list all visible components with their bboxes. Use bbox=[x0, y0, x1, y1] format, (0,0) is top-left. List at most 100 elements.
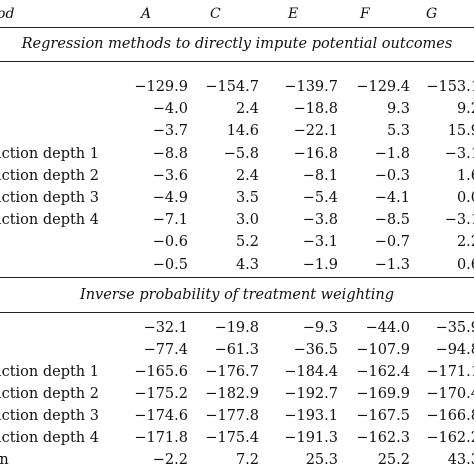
table-cell: −9.3 bbox=[302, 320, 338, 336]
table-cell: −8.5 bbox=[374, 212, 410, 229]
table-cell: −171.1 bbox=[426, 364, 474, 380]
table-cell: −129.4 bbox=[356, 79, 410, 95]
table-row: raction depth 2 −3.6 2.4 −8.1 −0.3 1.6 bbox=[0, 168, 474, 190]
table-cell: −3.1 bbox=[444, 212, 474, 229]
table-row: −3.7 14.6 −22.1 5.3 15.9 bbox=[0, 123, 474, 145]
table-cell: 5.3 bbox=[386, 123, 410, 140]
table-row: −32.1 −19.8 −9.3 −44.0 −35.9 bbox=[0, 320, 474, 342]
table-cell: −16.8 bbox=[293, 145, 338, 162]
column-header-g: G bbox=[426, 6, 438, 22]
section-rule-iptw bbox=[0, 312, 474, 313]
table-cell: −176.7 bbox=[205, 364, 259, 380]
table-row: raction depth 3 −4.9 3.5 −5.4 −4.1 0.0 bbox=[0, 190, 474, 212]
table-cell: −3.6 bbox=[152, 167, 188, 184]
table-cell: −193.1 bbox=[284, 408, 338, 424]
table-cell: −36.5 bbox=[293, 342, 338, 358]
table-cell: −22.1 bbox=[293, 123, 338, 140]
section-divider bbox=[0, 277, 474, 278]
table-cell: 15.9 bbox=[447, 123, 474, 140]
table-cell: −162.2 bbox=[426, 430, 474, 446]
table-cell: −170.4 bbox=[426, 386, 474, 402]
table-cell: −61.3 bbox=[214, 342, 259, 358]
table-cell: 7.2 bbox=[235, 452, 259, 468]
table-cell: −169.9 bbox=[356, 386, 410, 402]
column-header-c: C bbox=[210, 6, 221, 22]
table-cell: −3.8 bbox=[302, 212, 338, 229]
table-cell: −139.7 bbox=[284, 79, 338, 95]
table-cell: −107.9 bbox=[356, 342, 410, 358]
table-row: raction depth 1 −8.8 −5.8 −16.8 −1.8 −3.1 bbox=[0, 146, 474, 168]
row-label: ion bbox=[0, 452, 9, 468]
table-cell: −44.0 bbox=[365, 320, 410, 336]
table-cell: −32.1 bbox=[143, 320, 188, 336]
table-cell: −1.9 bbox=[302, 256, 338, 273]
table-cell: −8.1 bbox=[302, 167, 338, 184]
column-header-e: E bbox=[288, 6, 299, 22]
table-cell: 43.3 bbox=[447, 452, 474, 468]
table-cell: 0.0 bbox=[456, 190, 474, 206]
table-cell: −153.1 bbox=[426, 79, 474, 95]
table-header-row: hod A C E F G bbox=[0, 0, 474, 30]
table-cell: −1.3 bbox=[374, 256, 410, 273]
table-cell: −8.8 bbox=[152, 145, 188, 162]
table-cell: −184.4 bbox=[284, 364, 338, 380]
table-cell: 1.6 bbox=[456, 167, 474, 184]
row-label: raction depth 1 bbox=[0, 145, 99, 162]
table-cell: −167.5 bbox=[356, 408, 410, 424]
table-cell: −0.6 bbox=[152, 234, 188, 251]
table-cell: −171.8 bbox=[134, 430, 188, 446]
table-cell: 2.4 bbox=[235, 101, 259, 118]
row-label: raction depth 2 bbox=[0, 386, 99, 402]
table-cell: −3.7 bbox=[152, 123, 188, 140]
table-cell: 9.2 bbox=[456, 101, 474, 118]
table-row: ion −2.2 7.2 25.3 25.2 43.3 bbox=[0, 452, 474, 474]
table-cell: −5.4 bbox=[302, 190, 338, 206]
column-header-f: F bbox=[360, 6, 370, 22]
table-row: −4.0 2.4 −18.8 9.3 9.2 bbox=[0, 101, 474, 123]
section-rule-regression bbox=[0, 61, 474, 62]
table-cell: −94.8 bbox=[435, 342, 474, 358]
column-header-method: hod bbox=[0, 6, 15, 22]
table-row: raction depth 1 −165.6 −176.7 −184.4 −162.4−… bbox=[0, 364, 474, 386]
table-cell: −0.5 bbox=[152, 256, 188, 273]
table-cell: −192.7 bbox=[284, 386, 338, 402]
table-cell: 0.6 bbox=[456, 256, 474, 273]
table-cell: 2.2 bbox=[456, 234, 474, 251]
table-cell: −162.3 bbox=[356, 430, 410, 446]
table-row: raction depth 4 −7.1 3.0 −3.8 −8.5 −3.1 bbox=[0, 212, 474, 234]
table-cell: 3.0 bbox=[235, 212, 259, 229]
table-row: raction depth 2 −175.2 −182.9 −192.7 −169.9−… bbox=[0, 386, 474, 408]
table-cell: −182.9 bbox=[205, 386, 259, 402]
table-cell: −5.8 bbox=[223, 145, 259, 162]
table-cell: −7.1 bbox=[152, 212, 188, 229]
row-label: raction depth 3 bbox=[0, 190, 99, 206]
table-cell: −166.8 bbox=[426, 408, 474, 424]
table-cell: 14.6 bbox=[226, 123, 259, 140]
table-cell: −174.6 bbox=[134, 408, 188, 424]
table-cell: −0.3 bbox=[374, 167, 410, 184]
column-header-a: A bbox=[141, 6, 152, 22]
row-label: raction depth 1 bbox=[0, 364, 99, 380]
table-cell: 25.3 bbox=[305, 452, 338, 468]
table-cell: −18.8 bbox=[293, 101, 338, 118]
section-title-iptw: Inverse probability of treatment weighti… bbox=[79, 287, 395, 303]
section-title-regression: Regression methods to directly impute po… bbox=[21, 36, 453, 52]
table-cell: 9.3 bbox=[386, 101, 410, 118]
table-cell: −129.9 bbox=[134, 79, 188, 95]
table-row: −129.9 −154.7 −139.7 −129.4 −153.1 bbox=[0, 79, 474, 101]
row-label: raction depth 2 bbox=[0, 167, 99, 184]
table-cell: −35.9 bbox=[435, 320, 474, 336]
row-label: raction depth 4 bbox=[0, 212, 99, 229]
table-cell: 5.2 bbox=[235, 234, 259, 251]
table-cell: −3.1 bbox=[444, 145, 474, 162]
table-cell: −4.0 bbox=[152, 101, 188, 118]
table-row: raction depth 3 −174.6 −177.8 −193.1 −167.5−… bbox=[0, 408, 474, 430]
table-cell: −175.2 bbox=[134, 386, 188, 402]
table-cell: −0.7 bbox=[374, 234, 410, 251]
table-cell: 4.3 bbox=[235, 256, 259, 273]
table-row: raction depth 4 −171.8 −175.4 −191.3 −162.3−… bbox=[0, 430, 474, 452]
table-cell: 3.5 bbox=[235, 190, 259, 206]
header-rule bbox=[0, 27, 474, 28]
table-cell: 25.2 bbox=[377, 452, 410, 468]
